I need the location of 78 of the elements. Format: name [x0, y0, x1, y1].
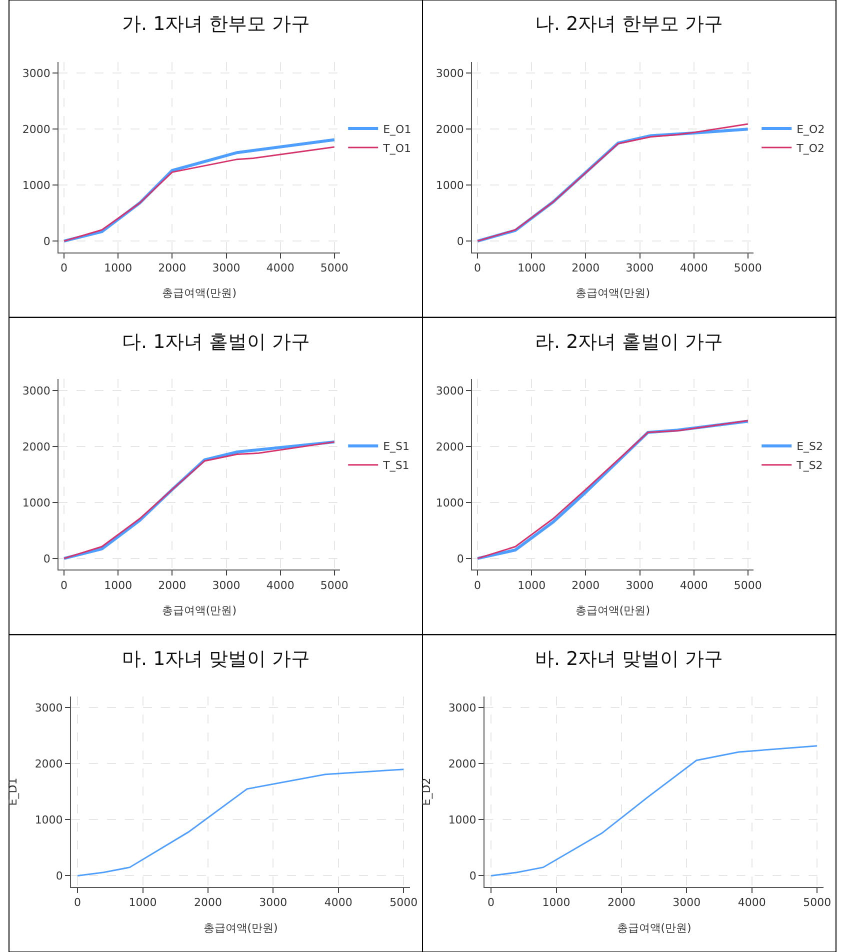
x-tick-label: 3000: [672, 896, 701, 910]
y-tick-label: 1000: [34, 814, 63, 827]
chart-title: 바. 2자녀 맞벌이 가구: [535, 648, 724, 670]
x-tick-label: 1000: [518, 261, 546, 274]
y-tick-label: 0: [469, 870, 476, 883]
legend-label: T_S2: [796, 459, 823, 472]
y-tick-label: 2000: [34, 758, 63, 771]
y-tick-label: 0: [43, 552, 50, 566]
y-tick-label: 1000: [22, 496, 50, 510]
x-tick-label: 3000: [212, 578, 240, 592]
x-tick-label: 2000: [572, 261, 600, 274]
y-tick-label: 2000: [436, 440, 464, 454]
y-tick-label: 2000: [448, 758, 476, 771]
x-tick-label: 5000: [734, 261, 762, 274]
chart-title: 마. 1자녀 맞벌이 가구: [122, 648, 310, 670]
y-tick-label: 1000: [22, 178, 50, 192]
x-axis-title: 총급여액(만원): [162, 604, 237, 618]
y-tick-label: 3000: [436, 66, 464, 80]
x-tick-label: 2000: [572, 578, 600, 592]
y-tick-label: 3000: [22, 384, 50, 398]
legend-label: E_S2: [796, 440, 824, 454]
x-tick-label: 3000: [626, 261, 654, 274]
x-tick-label: 5000: [734, 578, 762, 592]
chart-title: 라. 2자녀 홑벌이 가구: [535, 331, 724, 353]
x-tick-label: 1000: [104, 578, 132, 592]
legend-label: T_S1: [382, 459, 410, 472]
x-tick-label: 4000: [266, 261, 294, 274]
x-axis-title: 총급여액(만원): [575, 604, 650, 618]
y-tick-label: 0: [456, 234, 464, 248]
y-tick-label: 3000: [34, 702, 63, 715]
chart-title: 다. 1자녀 홑벌이 가구: [122, 331, 310, 353]
y-tick-label: 3000: [22, 66, 50, 80]
x-tick-label: 5000: [390, 896, 418, 910]
x-tick-label: 4000: [680, 261, 708, 274]
x-axis-title: 총급여액(만원): [203, 921, 278, 934]
x-axis-title: 총급여액(만원): [616, 921, 692, 934]
y-axis-title: E_D2: [420, 778, 433, 806]
y-tick-label: 3000: [436, 384, 464, 398]
y-tick-label: 1000: [436, 178, 464, 192]
x-axis-title: 총급여액(만원): [162, 286, 237, 300]
x-tick-label: 2000: [194, 896, 222, 910]
y-tick-label: 1000: [436, 496, 464, 510]
x-tick-label: 5000: [320, 261, 348, 274]
x-tick-label: 5000: [320, 578, 348, 592]
y-tick-label: 0: [456, 552, 464, 566]
x-tick-label: 4000: [738, 896, 766, 910]
legend-label: T_O1: [382, 142, 411, 155]
y-tick-label: 2000: [22, 122, 50, 136]
y-tick-label: 0: [43, 234, 50, 248]
y-tick-label: 2000: [436, 122, 464, 136]
legend-label: E_O2: [796, 122, 825, 136]
y-tick-label: 1000: [448, 814, 476, 827]
x-tick-label: 0: [74, 896, 82, 910]
x-tick-label: 1000: [128, 896, 157, 910]
chart-title: 가. 1자녀 한부모 가구: [122, 13, 310, 35]
x-tick-label: 1000: [518, 578, 546, 592]
x-axis-title: 총급여액(만원): [575, 286, 650, 300]
y-tick-label: 2000: [22, 440, 50, 454]
chart-title: 나. 2자녀 한부모 가구: [535, 13, 724, 35]
x-tick-label: 1000: [542, 896, 570, 910]
y-axis-title: E_D1: [6, 778, 20, 806]
y-tick-label: 3000: [448, 702, 476, 715]
legend-label: E_S1: [383, 440, 410, 454]
x-tick-label: 3000: [626, 578, 654, 592]
legend-label: E_O1: [383, 122, 412, 136]
x-tick-label: 5000: [803, 896, 832, 910]
y-tick-label: 0: [56, 870, 63, 883]
x-tick-label: 0: [488, 896, 495, 910]
x-tick-label: 2000: [158, 578, 186, 592]
x-tick-label: 2000: [607, 896, 636, 910]
x-tick-label: 4000: [266, 578, 294, 592]
x-tick-label: 3000: [259, 896, 288, 910]
legend-label: T_O2: [796, 142, 824, 155]
x-tick-label: 3000: [212, 261, 240, 274]
x-tick-label: 1000: [104, 261, 132, 274]
x-tick-label: 4000: [324, 896, 352, 910]
x-tick-label: 2000: [158, 261, 186, 274]
x-tick-label: 4000: [680, 578, 708, 592]
